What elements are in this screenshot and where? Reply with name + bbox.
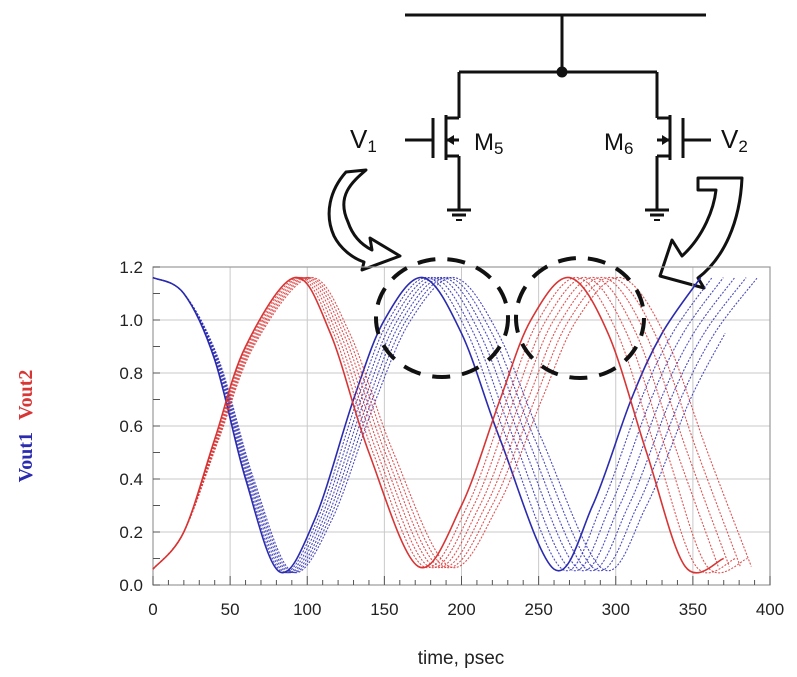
axis-ticks: 0 50 100 150 200 250 300 350 400 0.0 0.2 0.4 0.6 0.8 1…: [119, 258, 784, 619]
m5-arrow-head: [446, 135, 454, 145]
trace-vout2-5: [152, 277, 741, 570]
waveforms: [152, 276, 758, 574]
junction-dot: [556, 66, 568, 78]
x-tick-label: 400: [756, 600, 784, 619]
x-tick-label: 250: [524, 600, 552, 619]
y-tick-label: 0.6: [119, 417, 143, 436]
x-tick-label: 100: [293, 600, 321, 619]
trace-vout2-6: [152, 277, 752, 570]
x-tick-label: 0: [148, 600, 157, 619]
series-vout2: [152, 276, 752, 574]
y-tick-label: 0.0: [119, 576, 143, 595]
right-curved-arrow: [658, 176, 744, 290]
trace-vout1-1: [152, 277, 713, 574]
trace-vout1-2: [152, 277, 724, 574]
series-vout1: [152, 276, 758, 574]
x-tick-label: 300: [602, 600, 630, 619]
label-m6: M6: [604, 129, 633, 158]
y-tick-label: 1.2: [119, 258, 143, 277]
y-tick-label: 0.2: [119, 523, 143, 542]
trace-vout2-3: [152, 277, 719, 570]
trace-vout2-1: [152, 277, 736, 574]
m6-arrow-head: [662, 135, 670, 145]
schematic: [405, 13, 711, 221]
label-v2: V2: [721, 124, 748, 156]
trace-vout1-6: [152, 277, 726, 574]
y-axis-title: Vout1 Vout2: [15, 370, 37, 483]
y-tick-label: 1.0: [119, 311, 143, 330]
trace-vout1-0: [152, 276, 702, 574]
y-label-vout2: Vout2: [15, 370, 37, 420]
trace-vout2-4: [152, 277, 730, 570]
trace-vout2-0: [152, 276, 725, 574]
y-tick-label: 0.4: [119, 470, 143, 489]
x-tick-label: 350: [679, 600, 707, 619]
highlight-ellipse-left: [374, 257, 510, 379]
x-tick-label: 200: [447, 600, 475, 619]
left-curved-arrow: [327, 168, 402, 272]
x-tick-label: 50: [221, 600, 240, 619]
x-axis-title: time, psec: [418, 648, 505, 669]
label-m5: M5: [474, 129, 503, 158]
trace-vout1-3: [152, 277, 736, 574]
trace-vout2-2: [152, 277, 748, 574]
grid: [152, 266, 771, 586]
y-tick-label: 0.8: [119, 364, 143, 383]
x-tick-label: 150: [370, 600, 398, 619]
y-label-vout1: Vout1: [15, 432, 37, 482]
trace-vout1-4: [152, 277, 747, 574]
highlight-ellipse-right: [514, 256, 646, 380]
label-v1: V1: [350, 124, 377, 156]
